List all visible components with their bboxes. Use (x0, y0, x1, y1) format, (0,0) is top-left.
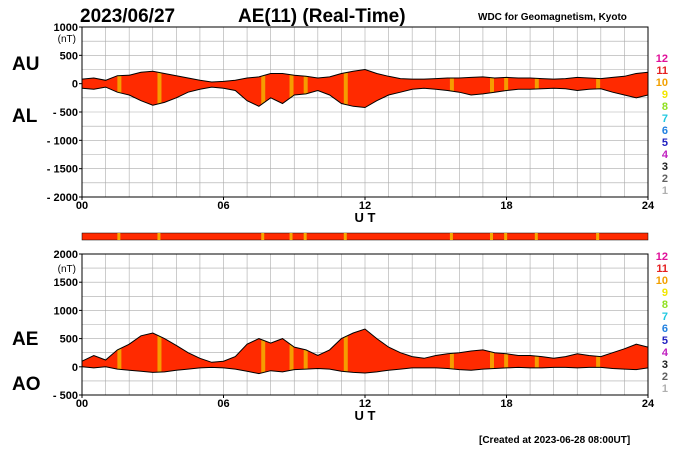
quality-band (504, 69, 509, 108)
quality-band (303, 329, 308, 374)
legend-level-7: 7 (662, 113, 668, 125)
unit-label-bottom: (nT) (58, 264, 76, 275)
unit-label-top: (nT) (58, 34, 76, 45)
quality-band (303, 69, 308, 108)
lower-envelope-line (81, 86, 649, 109)
legend-level-6: 6 (662, 125, 668, 137)
y-tick-label: 1000 (54, 305, 78, 317)
legend-level-4: 4 (662, 149, 669, 161)
legend-level-7: 7 (662, 311, 668, 323)
y-tick-label: 500 (60, 334, 78, 346)
legend-level-10: 10 (656, 77, 668, 89)
created-footer: [Created at 2023-06-28 08:00UT] (479, 435, 630, 446)
y-tick-label: 0 (72, 79, 78, 91)
x-tick-label: 12 (359, 200, 371, 212)
upper-envelope-line (81, 68, 649, 83)
x-tick-label: 00 (76, 200, 88, 212)
legend-level-2: 2 (662, 371, 668, 383)
legend-level-12: 12 (656, 53, 668, 65)
legend-level-9: 9 (662, 89, 668, 101)
y-tick-label: - 1000 (47, 135, 78, 147)
y-tick-label: - 2000 (47, 192, 78, 204)
source-label: WDC for Geomagnetism, Kyoto (478, 12, 627, 23)
date-label: 2023/06/27 (80, 6, 175, 27)
x-axis-label: U T (355, 210, 376, 225)
quality-band (157, 329, 162, 374)
legend-level-10: 10 (656, 275, 668, 287)
legend-level-12: 12 (656, 251, 668, 263)
legend-level-6: 6 (662, 323, 668, 335)
x-tick-label: 06 (217, 398, 229, 410)
y-tick-label: - 500 (53, 107, 78, 119)
x-tick-label: 24 (642, 398, 655, 410)
x-axis-label: U T (355, 408, 376, 423)
status-bar-segment (489, 233, 493, 240)
status-bar-segment (534, 233, 538, 240)
status-bar (81, 232, 649, 241)
ae-label: AE (12, 329, 38, 350)
quality-band (289, 329, 294, 374)
chart-title: AE(11) (Real-Time) (238, 6, 406, 27)
quality-band (343, 329, 348, 374)
y-tick-label: 2000 (54, 249, 78, 261)
quality-band (157, 69, 162, 108)
quality-band (261, 329, 266, 374)
status-bar-segment (303, 233, 307, 240)
y-tick-label: 0 (72, 362, 78, 374)
quality-band (289, 69, 294, 108)
quality-band (534, 69, 539, 108)
x-tick-label: 24 (642, 200, 655, 212)
legend-level-1: 1 (662, 185, 668, 197)
status-bar-segment (504, 233, 508, 240)
al-label: AL (12, 106, 38, 127)
quality-band (117, 329, 122, 374)
legend-level-4: 4 (662, 347, 669, 359)
upper-envelope-line (81, 328, 649, 363)
status-bar-segment (449, 233, 453, 240)
x-tick-label: 18 (500, 200, 512, 212)
y-tick-label: - 1500 (47, 164, 78, 176)
status-bar-segment (157, 233, 161, 240)
y-tick-label: 500 (60, 50, 78, 62)
ao-label: AO (12, 374, 41, 395)
y-tick-label: 1500 (54, 277, 78, 289)
x-tick-label: 18 (500, 398, 512, 410)
quality-band (343, 69, 348, 108)
y-tick-label: 1000 (54, 22, 78, 34)
x-tick-label: 00 (76, 398, 88, 410)
legend-level-11: 11 (656, 65, 668, 77)
status-bar-segment (596, 233, 600, 240)
quality-band (489, 69, 494, 108)
legend-level-8: 8 (662, 299, 668, 311)
status-bar-segment (117, 233, 121, 240)
legend-level-11: 11 (656, 263, 668, 275)
x-tick-label: 12 (359, 398, 371, 410)
legend-level-2: 2 (662, 173, 668, 185)
status-bar-segment (343, 233, 347, 240)
status-bar-segment (289, 233, 293, 240)
legend-level-5: 5 (662, 335, 668, 347)
status-bar-fill (81, 232, 649, 241)
au-label: AU (12, 54, 39, 75)
quality-band (261, 69, 266, 108)
legend-level-3: 3 (662, 359, 668, 371)
legend-level-5: 5 (662, 137, 668, 149)
lower-envelope-line (81, 366, 649, 375)
legend-level-1: 1 (662, 383, 668, 395)
quality-band (117, 69, 122, 108)
quality-band (449, 69, 454, 108)
status-bar-segment (261, 233, 265, 240)
legend-level-9: 9 (662, 287, 668, 299)
y-tick-label: - 500 (53, 390, 78, 402)
legend-level-3: 3 (662, 161, 668, 173)
x-tick-label: 06 (217, 200, 229, 212)
legend-level-8: 8 (662, 101, 668, 113)
